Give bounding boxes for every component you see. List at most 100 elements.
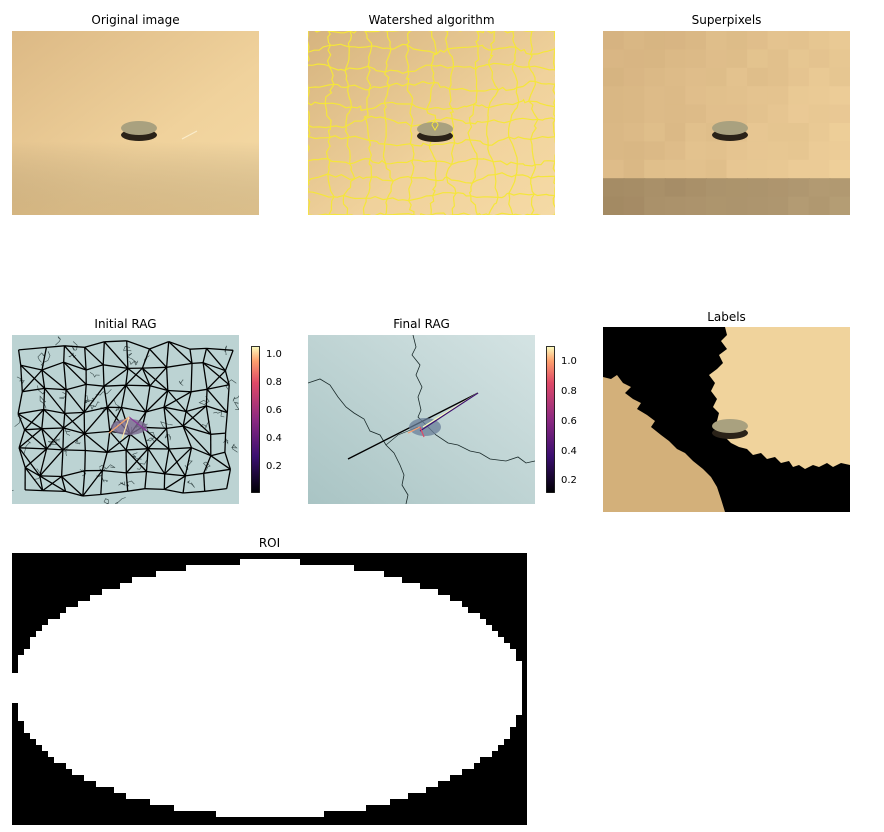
watershed-boundary <box>431 64 454 69</box>
watershed-boundary <box>448 88 453 109</box>
watershed-boundary <box>515 46 531 55</box>
rag-edge <box>42 475 62 492</box>
rag-edge <box>22 387 45 393</box>
watershed-boundary <box>534 160 555 166</box>
watershed-boundary <box>451 118 456 143</box>
watershed-boundary <box>383 102 387 119</box>
rag-edge <box>18 346 47 351</box>
rag-edge <box>63 345 66 363</box>
rag-edge <box>44 387 67 391</box>
rag-edge <box>83 384 87 413</box>
rag-edge <box>43 408 65 415</box>
superpixel-cell <box>747 178 769 198</box>
watershed-boundary <box>409 143 415 160</box>
superpixel-cell <box>623 196 646 215</box>
watershed-boundary <box>508 192 535 196</box>
rag-edge <box>166 425 184 430</box>
watershed-boundary <box>467 122 473 141</box>
watershed-boundary <box>428 145 437 162</box>
rag-edge <box>17 408 44 415</box>
watershed-boundary <box>448 66 454 90</box>
superpixel-cell <box>664 141 687 161</box>
watershed-boundary <box>490 31 495 51</box>
rag-edge <box>61 470 85 478</box>
rag-edge <box>168 447 192 450</box>
superpixel-cell <box>705 31 728 51</box>
rag-edge <box>126 340 129 369</box>
watershed-boundary <box>328 65 335 85</box>
superpixel-cell <box>726 31 749 51</box>
rag-edge <box>85 449 108 453</box>
watershed-boundary <box>330 125 347 129</box>
rag-edge <box>63 427 85 435</box>
watershed-boundary <box>345 117 367 127</box>
rag-edge <box>149 366 168 387</box>
watershed-boundary <box>553 106 555 120</box>
rag-edge <box>226 469 232 489</box>
region-boundary <box>59 392 67 400</box>
superpixel-cell <box>685 159 707 180</box>
watershed-boundary <box>469 139 489 146</box>
watershed-boundary <box>329 135 349 140</box>
rag-edge <box>224 452 232 470</box>
superpixel-cell <box>767 86 790 106</box>
watershed-boundary <box>386 31 392 50</box>
watershed-boundary <box>366 89 370 110</box>
rag-edge <box>182 425 211 435</box>
watershed-boundary <box>444 31 449 49</box>
superpixel-cell <box>705 86 728 106</box>
superpixel-cell <box>644 31 666 51</box>
watershed-boundary <box>451 117 471 125</box>
final-rag-colorbar <box>546 346 555 493</box>
rag-edge <box>145 448 149 472</box>
superpixel-cell <box>747 123 769 143</box>
rag-edge <box>185 405 207 413</box>
watershed-boundary <box>409 126 413 144</box>
watershed-boundary <box>452 212 478 215</box>
rag-edge <box>202 362 226 372</box>
superpixel-cell <box>664 86 687 106</box>
rag-edge <box>202 362 230 386</box>
rag-edge <box>21 369 43 393</box>
rag-edge <box>60 476 67 492</box>
rag-edge <box>41 428 64 451</box>
superpixel-cell <box>788 104 810 124</box>
superpixel-cell <box>705 67 728 88</box>
title-labels: Labels <box>707 310 746 324</box>
superpixel-cell <box>726 178 749 198</box>
watershed-boundary <box>327 158 350 165</box>
rag-edge <box>41 409 45 429</box>
rag-edge <box>203 468 231 474</box>
watershed-boundary <box>344 65 369 72</box>
superpixel-cell <box>603 178 625 198</box>
watershed-boundary <box>387 197 409 202</box>
rag-edge <box>141 348 151 369</box>
superpixel-cell <box>829 123 850 143</box>
watershed-boundary <box>348 84 370 91</box>
region-boundary <box>129 360 139 366</box>
watershed-boundary <box>487 145 494 163</box>
watershed-boundary <box>384 198 388 215</box>
rag-edge <box>127 488 145 492</box>
superpixel-cell <box>767 141 790 161</box>
region-boundary <box>164 433 171 441</box>
rag-edge <box>102 469 127 474</box>
rag-edge <box>206 370 226 390</box>
rag-edge <box>106 407 111 432</box>
watershed-boundary <box>470 195 499 199</box>
rag-edge <box>168 341 193 364</box>
superpixel-cell <box>747 49 769 69</box>
superpixel-cell <box>747 86 769 106</box>
superpixel-cell <box>726 67 749 88</box>
rag-edge <box>17 413 26 431</box>
superpixel-cell <box>726 159 749 180</box>
superpixel-cell <box>808 67 831 88</box>
watershed-boundary <box>446 176 473 184</box>
region-boundary <box>127 353 137 364</box>
region-boundary <box>146 437 155 442</box>
rag-edge <box>206 388 228 414</box>
rag-edge <box>164 473 186 477</box>
watershed-boundary <box>468 104 475 123</box>
rag-edge <box>103 367 129 387</box>
watershed-boundary <box>327 31 331 46</box>
